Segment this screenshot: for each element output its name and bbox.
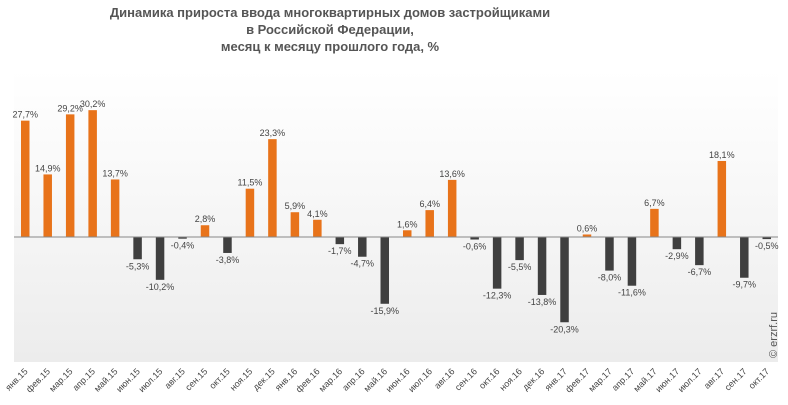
- bar-29: [672, 237, 682, 250]
- data-label-31: 18,1%: [709, 150, 735, 160]
- watermark-text: © erzrf.ru: [768, 312, 780, 358]
- data-label-18: 6,4%: [419, 199, 440, 209]
- data-label-3: 30,2%: [80, 99, 106, 109]
- data-label-5: -5,3%: [126, 261, 150, 271]
- data-label-26: -8,0%: [598, 273, 622, 283]
- bar-18: [425, 210, 434, 237]
- x-tick-label-22: ноя.16: [498, 366, 524, 392]
- chart-title-line-2: в Российской Федерации,: [246, 22, 414, 37]
- bar-17: [402, 230, 412, 237]
- bar-13: [313, 219, 322, 237]
- x-tick-label-1: фев.15: [24, 366, 52, 394]
- bar-9: [223, 237, 232, 253]
- x-tick-label-14: мар.16: [317, 366, 344, 393]
- bar-30: [695, 237, 704, 266]
- data-label-30: -6,7%: [688, 267, 712, 277]
- bar-15: [358, 237, 367, 257]
- data-label-13: 4,1%: [307, 209, 328, 219]
- bar-2: [65, 114, 75, 237]
- bar-14: [335, 237, 345, 245]
- x-tick-label-26: мар.17: [587, 366, 614, 393]
- watermark: © erzrf.ru: [764, 295, 784, 375]
- x-tick-label-16: май.16: [362, 366, 389, 393]
- data-label-32: -9,7%: [733, 280, 757, 290]
- data-label-28: 6,7%: [644, 198, 665, 208]
- bar-33: [762, 237, 772, 240]
- bar-0: [20, 120, 30, 237]
- bar-32: [740, 237, 749, 278]
- chart-title-line-1: Динамика прироста ввода многоквартирных …: [109, 5, 551, 20]
- data-label-20: -0,6%: [463, 242, 487, 252]
- chart-title-line-3: месяц к месяцу прошлого года, %: [220, 39, 440, 54]
- bar-7: [178, 237, 187, 239]
- data-label-7: -0,4%: [171, 241, 195, 251]
- x-tick-label-8: сен.15: [183, 366, 209, 392]
- x-tick-label-17: июн.16: [384, 366, 412, 394]
- data-label-0: 27,7%: [12, 110, 38, 120]
- x-tick-label-2: мар.15: [47, 366, 74, 393]
- data-label-15: -4,7%: [351, 259, 375, 269]
- bar-12: [290, 212, 300, 237]
- data-label-25: 0,6%: [577, 223, 598, 233]
- bar-5: [133, 237, 142, 260]
- bar-11: [268, 139, 277, 237]
- bar-8: [200, 225, 210, 237]
- data-label-12: 5,9%: [285, 201, 306, 211]
- data-label-14: -1,7%: [328, 246, 352, 256]
- data-label-23: -13,8%: [528, 297, 557, 307]
- x-tick-label-23: дек.16: [521, 366, 547, 392]
- data-label-1: 14,9%: [35, 163, 61, 173]
- x-tick-label-6: июл.15: [137, 366, 165, 394]
- x-tick-label-29: июн.17: [654, 366, 682, 394]
- bar-6: [155, 237, 165, 280]
- data-label-9: -3,8%: [216, 255, 240, 265]
- data-label-16: -15,9%: [370, 306, 399, 316]
- data-label-2: 29,2%: [57, 103, 83, 113]
- x-tick-label-18: июл.16: [406, 366, 434, 394]
- bar-21: [492, 237, 502, 289]
- bar-24: [560, 237, 569, 323]
- x-tick-label-30: июл.17: [676, 366, 704, 394]
- bar-1: [43, 174, 52, 237]
- data-label-29: -2,9%: [665, 251, 689, 261]
- bar-4: [110, 179, 120, 237]
- data-label-27: -11,6%: [618, 288, 646, 298]
- data-label-6: -10,2%: [146, 282, 175, 292]
- data-label-11: 23,3%: [260, 128, 286, 138]
- chart-title: Динамика прироста ввода многоквартирных …: [0, 4, 660, 55]
- x-tick-label-13: фев.16: [294, 366, 322, 394]
- bar-31: [717, 160, 727, 237]
- bar-3: [88, 110, 97, 237]
- x-tick-label-5: июн.15: [114, 366, 142, 394]
- x-tick-label-32: сен.17: [723, 366, 749, 392]
- bar-10: [245, 188, 255, 237]
- bar-19: [447, 179, 457, 237]
- x-tick-label-10: ноя.15: [228, 366, 254, 392]
- data-label-17: 1,6%: [397, 219, 418, 229]
- data-label-33: -0,5%: [755, 241, 779, 251]
- x-tick-label-11: дек.15: [251, 366, 277, 392]
- bar-23: [537, 237, 547, 295]
- data-label-4: 13,7%: [102, 168, 128, 178]
- bar-20: [470, 237, 479, 240]
- data-label-21: -12,3%: [483, 291, 512, 301]
- bar-26: [605, 237, 614, 271]
- bar-27: [627, 237, 637, 286]
- bar-16: [380, 237, 390, 304]
- data-label-19: 13,6%: [439, 169, 465, 179]
- x-tick-label-20: сен.16: [453, 366, 479, 392]
- x-tick-label-19: авг.16: [432, 366, 456, 390]
- x-tick-label-7: авг.15: [163, 366, 187, 390]
- bar-25: [582, 234, 592, 237]
- data-label-22: -5,5%: [508, 262, 532, 272]
- bar-22: [515, 237, 524, 261]
- bar-28: [650, 208, 659, 237]
- data-label-10: 11,5%: [238, 178, 263, 188]
- x-tick-label-28: май.17: [631, 366, 658, 393]
- data-label-8: 2,8%: [195, 214, 216, 224]
- data-label-24: -20,3%: [550, 324, 579, 334]
- x-tick-label-25: фев.17: [563, 366, 591, 394]
- x-tick-label-31: авг.17: [702, 366, 726, 390]
